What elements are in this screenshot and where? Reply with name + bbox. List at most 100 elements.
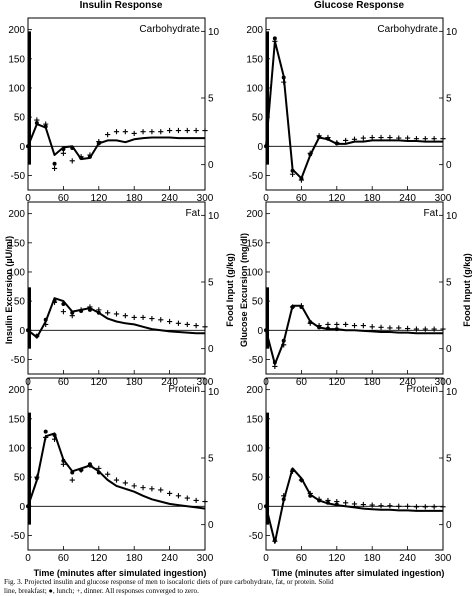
lunch-point xyxy=(43,429,48,434)
dinner-point xyxy=(167,318,173,325)
dinner-point xyxy=(193,323,199,329)
dinner-point xyxy=(51,436,58,442)
ylabel-food-input-right: Food Input (g/kg) xyxy=(462,253,472,326)
lunch-point xyxy=(325,326,330,331)
x-tick-label: 60 xyxy=(296,193,308,204)
y2-tick-label: 0 xyxy=(446,520,452,531)
lunch-point xyxy=(264,328,268,333)
x-tick-label: 120 xyxy=(90,193,107,204)
panel-title: Carbohydrate xyxy=(377,24,438,35)
dinner-point xyxy=(413,504,420,510)
series-line-breakfast xyxy=(265,467,443,544)
x-tick-label: 120 xyxy=(328,377,345,388)
lunch-point xyxy=(26,144,30,149)
y-tick-label: 0 xyxy=(257,142,263,153)
dinner-point xyxy=(431,504,437,510)
lunch-point xyxy=(61,147,66,152)
dinner-point xyxy=(422,136,428,142)
xlabel-insulin: Time (minutes after simulated ingestion) xyxy=(34,568,207,578)
dinner-point xyxy=(167,127,173,134)
series-line-breakfast xyxy=(265,40,443,180)
y-tick-label: -50 xyxy=(249,355,264,366)
x-tick-label: 60 xyxy=(58,553,70,564)
y2-tick-label: 10 xyxy=(208,387,220,398)
dinner-point xyxy=(396,503,402,509)
x-tick-label: 180 xyxy=(126,553,143,564)
y2-tick-label: 0 xyxy=(446,160,452,171)
lunch-point xyxy=(61,458,66,463)
y-tick-label: 100 xyxy=(8,83,25,94)
series-line-breakfast xyxy=(265,304,443,366)
dinner-point xyxy=(387,134,393,141)
x-tick-label: 180 xyxy=(364,553,381,564)
panel-title: Protein xyxy=(406,384,438,395)
dinner-point xyxy=(158,487,164,493)
dinner-point xyxy=(396,135,402,141)
dinner-point xyxy=(431,326,437,332)
y2-tick-label: 10 xyxy=(446,27,458,38)
dinner-point xyxy=(149,129,155,135)
y-tick-label: 200 xyxy=(8,25,25,36)
dinner-point xyxy=(69,477,75,483)
dinner-point xyxy=(122,129,128,135)
dinner-point xyxy=(360,323,366,329)
lunch-point xyxy=(96,310,101,315)
series-line-breakfast xyxy=(27,432,206,510)
x-tick-label: 0 xyxy=(263,193,269,204)
x-tick-label: 240 xyxy=(399,193,416,204)
x-tick-label: 180 xyxy=(126,193,143,204)
dinner-point xyxy=(184,127,190,134)
dinner-point xyxy=(343,321,349,328)
figure-caption: Fig. 3. Projected insulin and glucose re… xyxy=(4,578,472,596)
y-tick-label: 200 xyxy=(246,25,263,36)
lunch-point xyxy=(96,470,101,475)
y-tick-label: 200 xyxy=(8,385,25,396)
y-tick-label: 0 xyxy=(19,502,25,513)
dinner-point xyxy=(289,468,296,474)
dinner-point xyxy=(298,477,304,483)
dinner-point xyxy=(281,79,287,85)
dinner-point xyxy=(298,303,304,309)
dinner-point xyxy=(60,461,66,467)
x-tick-label: 60 xyxy=(58,193,70,204)
x-tick-label: 300 xyxy=(197,553,214,564)
y-tick-label: 150 xyxy=(8,414,25,425)
x-tick-label: 240 xyxy=(399,377,416,388)
y-tick-label: 100 xyxy=(8,443,25,454)
dinner-point xyxy=(369,324,375,330)
y-tick-label: 50 xyxy=(252,297,264,308)
dinner-point xyxy=(405,325,411,332)
dinner-point xyxy=(113,477,120,483)
lunch-point xyxy=(334,327,339,332)
dinner-point xyxy=(149,316,155,322)
dinner-point xyxy=(60,309,66,315)
dinner-point xyxy=(387,503,393,509)
ylabel-insulin: Insulin Excursion (µU/ml) xyxy=(4,236,14,344)
dinner-point xyxy=(343,500,349,506)
plot-frame xyxy=(27,201,206,375)
dinner-point xyxy=(325,497,331,504)
dinner-point xyxy=(43,321,49,328)
dinner-point xyxy=(325,321,331,328)
dinner-point xyxy=(51,165,58,172)
lunch-point xyxy=(281,338,286,343)
dinner-point xyxy=(316,496,322,502)
y2-tick-label: 5 xyxy=(446,278,452,289)
dinner-point xyxy=(289,304,296,310)
dinner-point xyxy=(105,310,111,316)
x-tick-label: 120 xyxy=(90,553,107,564)
dinner-point xyxy=(369,134,375,141)
x-tick-label: 240 xyxy=(399,553,416,564)
x-tick-label: 120 xyxy=(328,553,345,564)
panel-title: Protein xyxy=(168,384,200,395)
dinner-point xyxy=(396,325,402,331)
y-tick-label: 100 xyxy=(246,443,263,454)
lunch-point xyxy=(264,144,268,149)
y2-tick-label: 5 xyxy=(208,454,214,465)
dinner-point xyxy=(131,314,137,321)
dinner-point xyxy=(167,490,173,497)
